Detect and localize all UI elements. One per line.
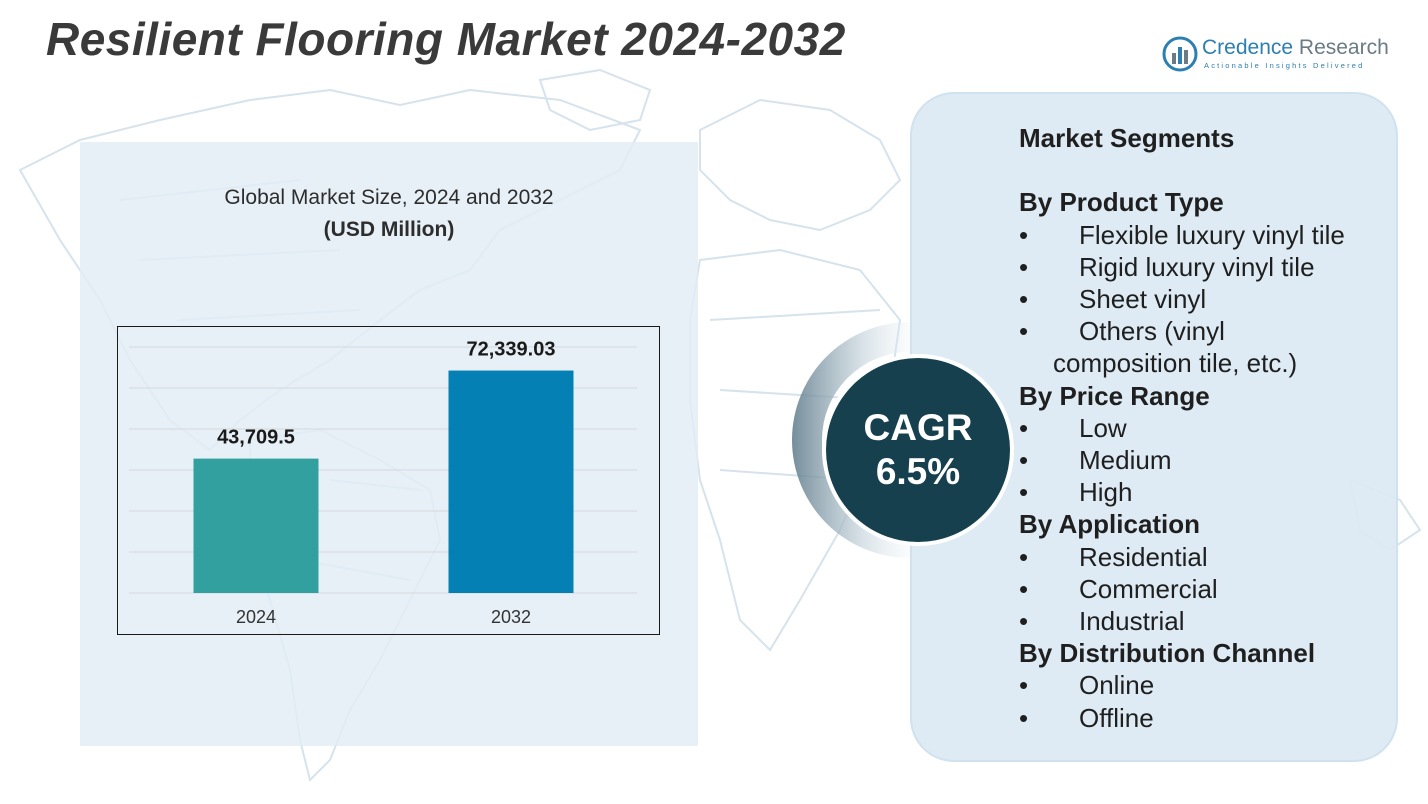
plot-frame xyxy=(117,326,660,635)
segment-group-title: By Distribution Channel xyxy=(1019,638,1316,669)
segment-item: • Offline xyxy=(1019,702,1389,734)
segment-item-label: High xyxy=(1079,477,1133,508)
segment-item-label: Commercial xyxy=(1079,573,1218,604)
segments-heading: Market Segments xyxy=(1019,123,1235,153)
chart-panel xyxy=(80,142,698,746)
chart-title: Global Market Size, 2024 and 2032 xyxy=(224,186,554,209)
logo-name: Credence Research xyxy=(1202,36,1389,60)
segment-item: • Low xyxy=(1019,412,1389,444)
segment-item: • Medium xyxy=(1019,444,1389,476)
segment-item-label: Rigid luxury vinyl tile xyxy=(1079,251,1315,282)
page-title: Resilient Flooring Market 2024-2032 xyxy=(46,13,846,65)
bullet: • xyxy=(1019,251,1029,282)
bullet: • xyxy=(1019,219,1029,250)
market-segments-list: Market Segments By Product Type • Flexibl… xyxy=(1019,122,1389,734)
bullet: • xyxy=(1019,670,1029,701)
cagr-badge: CAGR 6.5% xyxy=(826,358,1010,542)
bullet: • xyxy=(1019,573,1029,604)
bullet: • xyxy=(1019,445,1029,476)
bars xyxy=(193,370,574,593)
bullet: • xyxy=(1019,606,1029,637)
segment-item: • Flexible luxury vinyl tile xyxy=(1019,219,1389,251)
logo-name-part2: Research xyxy=(1298,36,1389,59)
segment-item-label: Flexible luxury vinyl tile xyxy=(1079,219,1345,250)
segment-item-label: Low xyxy=(1079,412,1127,443)
segment-item: • Industrial xyxy=(1019,605,1389,637)
chart-subtitle: (USD Million) xyxy=(323,218,455,241)
bar-2024 xyxy=(193,458,319,593)
bar-labels: 43,709.5 2024 72,339.03 2032 xyxy=(217,339,555,627)
segment-item-label: Medium xyxy=(1079,445,1172,476)
segment-item: • Rigid luxury vinyl tile xyxy=(1019,251,1389,283)
segment-group-title: By Product Type xyxy=(1019,187,1224,218)
bar-value-label: 72,339.03 xyxy=(467,339,556,361)
bullet: • xyxy=(1019,541,1029,572)
segment-item: • Sheet vinyl xyxy=(1019,283,1389,315)
segment-item-label: Sheet vinyl xyxy=(1079,284,1207,314)
segment-group-title: By Price Range xyxy=(1019,380,1210,411)
bullet: • xyxy=(1019,477,1029,508)
x-tick-label: 2032 xyxy=(491,607,531,627)
chart-title-block: Global Market Size, 2024 and 2032 (USD M… xyxy=(80,182,698,246)
segment-item: • Commercial xyxy=(1019,573,1389,605)
cagr-label: CAGR xyxy=(863,407,973,448)
segment-item: • High xyxy=(1019,476,1389,508)
bullet: • xyxy=(1019,412,1029,443)
segment-item-label: Offline xyxy=(1079,702,1154,733)
cagr-ring-decoration xyxy=(792,322,910,558)
segment-item-label: Industrial xyxy=(1079,606,1185,637)
bullet: • xyxy=(1019,284,1029,314)
segment-item: • Others (vinyl composition tile, etc.) xyxy=(1019,315,1389,379)
segment-item: • Online xyxy=(1019,669,1389,701)
company-logo: Credence Research Actionable Insights De… xyxy=(1160,34,1400,76)
segment-group-title: By Application xyxy=(1019,509,1201,540)
bullet: • xyxy=(1019,316,1029,347)
bar-chart-circle-icon xyxy=(1162,36,1198,72)
segment-item-label: Residential xyxy=(1079,541,1208,572)
bar-value-label: 43,709.5 xyxy=(217,427,295,449)
logo-tagline: Actionable Insights Delivered xyxy=(1204,61,1365,70)
bar-chart: 43,709.5 2024 72,339.03 2032 xyxy=(117,326,660,635)
x-tick-label: 2024 xyxy=(236,607,276,627)
segment-item-label-continued: composition tile, etc.) xyxy=(1053,348,1298,379)
bullet: • xyxy=(1019,702,1029,733)
segment-item-label: Online xyxy=(1079,670,1155,701)
cagr-value: 6.5% xyxy=(875,451,961,492)
segment-item: • Residential xyxy=(1019,541,1389,573)
bar-2032 xyxy=(448,370,574,593)
logo-name-part1: Credence xyxy=(1202,36,1294,59)
segment-item-label: Others (vinyl xyxy=(1079,316,1225,347)
spacer xyxy=(1019,154,1389,186)
